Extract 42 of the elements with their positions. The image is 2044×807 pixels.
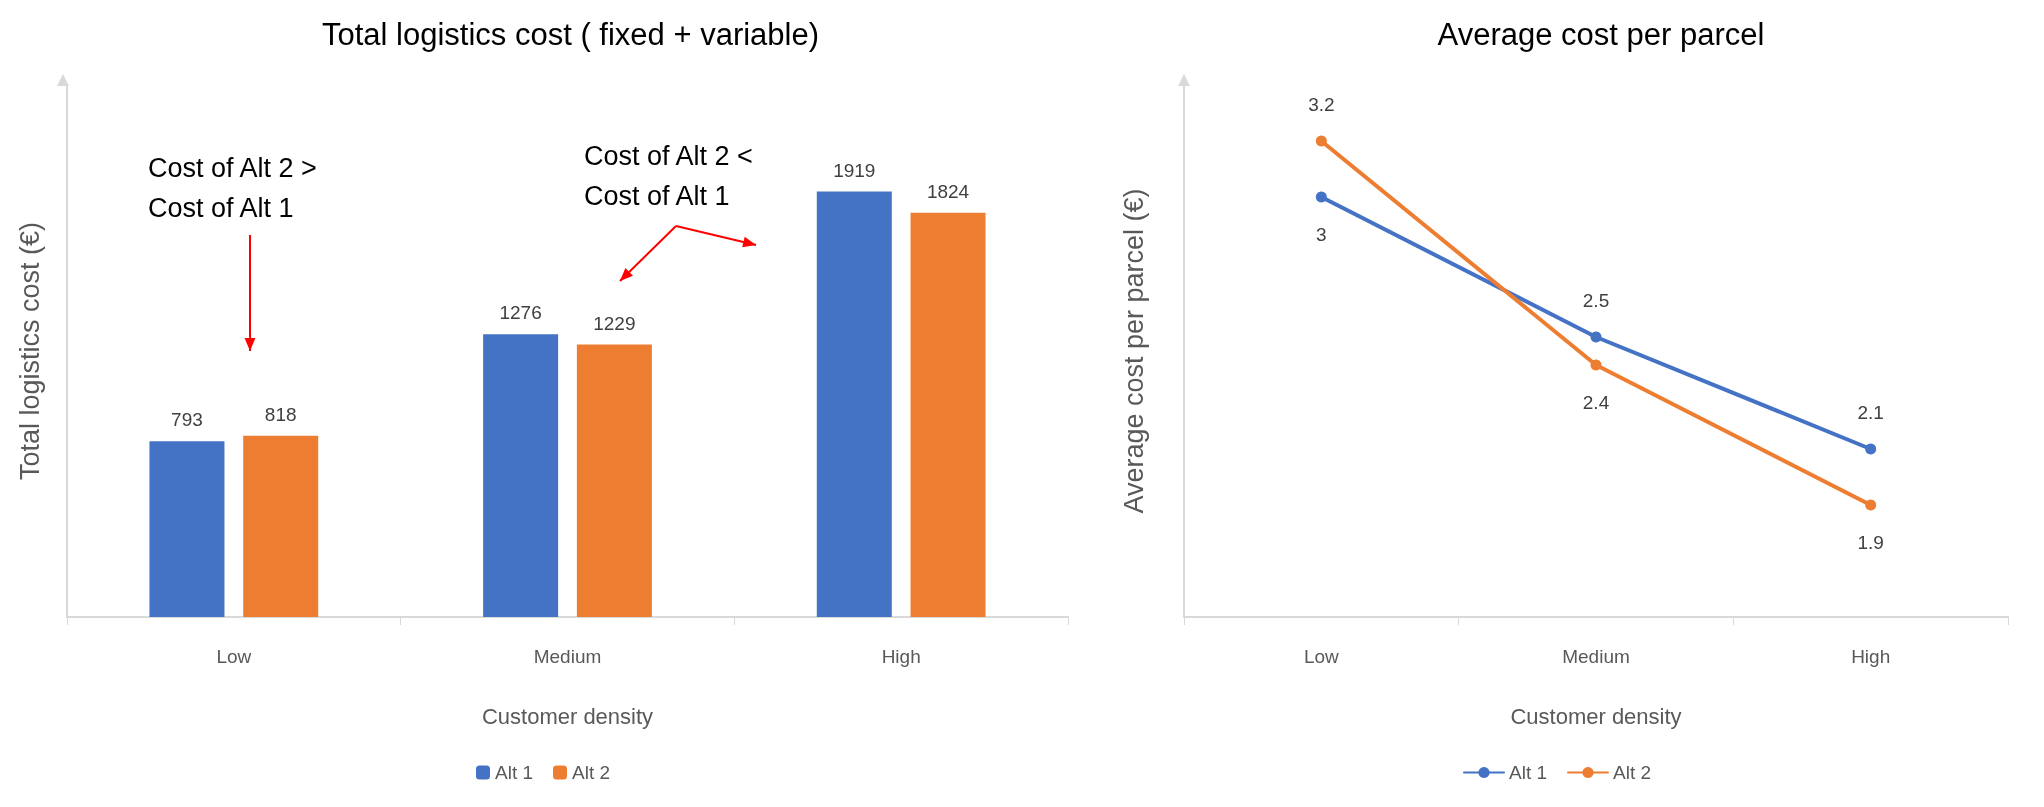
x-tick-label: Low xyxy=(216,646,252,667)
x-tick-label: Medium xyxy=(1562,646,1630,667)
data-label: 3.2 xyxy=(1308,93,1335,115)
x-axis-title: Customer density xyxy=(1510,703,1682,729)
point xyxy=(1315,135,1327,147)
bar xyxy=(816,191,892,617)
bar xyxy=(243,435,319,617)
bar xyxy=(576,344,652,617)
data-label: 818 xyxy=(264,403,297,425)
bar xyxy=(483,334,559,617)
annotation: Cost of Alt 2 < Cost of Alt 1 xyxy=(584,141,753,211)
chart-title: Average cost per parcel xyxy=(1437,17,1765,52)
point xyxy=(1865,443,1877,455)
x-tick-label: High xyxy=(1851,646,1891,667)
point xyxy=(1865,499,1877,511)
data-label: 1229 xyxy=(593,312,636,334)
point xyxy=(1590,359,1602,371)
point xyxy=(1315,191,1327,203)
point xyxy=(1590,331,1602,343)
chart-title: Total logistics cost ( fixed + variable) xyxy=(321,17,820,52)
legend-label: Alt 2 xyxy=(572,762,611,783)
data-label: 1276 xyxy=(499,302,542,324)
data-label: 1824 xyxy=(926,180,970,202)
legend-label: Alt 2 xyxy=(1613,762,1652,783)
x-axis-title: Customer density xyxy=(481,703,654,729)
legend-label: Alt 1 xyxy=(1508,762,1548,783)
x-tick-label: Medium xyxy=(533,646,602,667)
legend-label: Alt 1 xyxy=(494,762,534,783)
x-tick-label: High xyxy=(881,646,921,667)
data-label: 1919 xyxy=(833,159,876,181)
data-label: 2.4 xyxy=(1582,391,1610,413)
x-tick-label: Low xyxy=(1303,646,1340,667)
y-axis-title: Total logistics cost (€) xyxy=(14,221,45,481)
y-axis-title: Average cost per parcel (€) xyxy=(1118,188,1149,514)
data-label: 2.5 xyxy=(1582,289,1610,311)
bar xyxy=(910,212,986,617)
data-label: 3 xyxy=(1316,223,1327,245)
data-label: 1.9 xyxy=(1857,531,1884,553)
data-label: 2.1 xyxy=(1857,401,1884,423)
annotation: Cost of Alt 2 > Cost of Alt 1 xyxy=(148,153,317,223)
data-label: 793 xyxy=(171,409,203,431)
bar xyxy=(149,441,225,617)
